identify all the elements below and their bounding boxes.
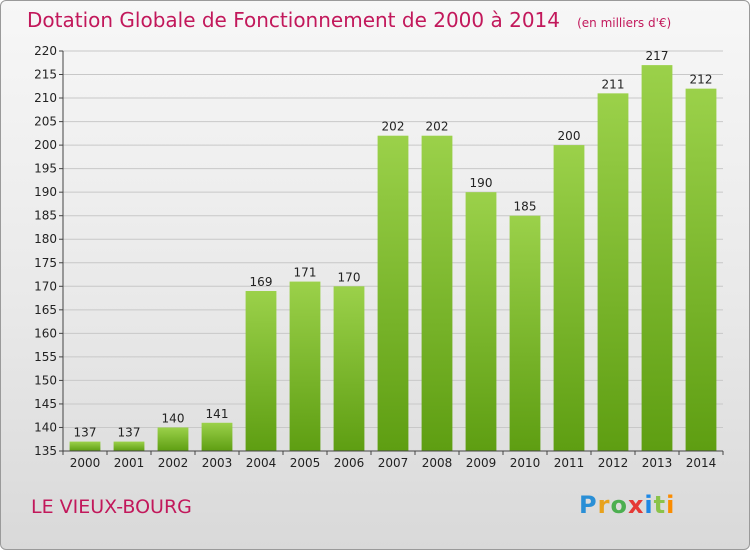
x-tick-label: 2011 [554,456,585,470]
y-tick-label: 135 [34,444,57,458]
y-tick-label: 220 [34,44,57,58]
bar [377,135,409,452]
y-tick-label: 165 [34,303,57,317]
y-tick-label: 145 [34,397,57,411]
x-tick-label: 2006 [334,456,365,470]
y-tick-label: 140 [34,420,57,434]
y-tick-label: 150 [34,373,57,387]
y-tick-label: 160 [34,326,57,340]
logo-letter: i [666,491,676,519]
x-tick-label: 2000 [70,456,101,470]
bar [509,215,541,451]
bar-value-label: 137 [118,426,141,440]
y-tick-label: 210 [34,91,57,105]
bar-value-label: 170 [338,270,361,284]
y-tick-label: 195 [34,162,57,176]
bar-value-label: 212 [690,73,713,87]
bar [421,135,453,452]
bar-value-label: 171 [294,266,317,280]
x-tick-label: 2008 [422,456,453,470]
bar-value-label: 169 [250,275,273,289]
x-tick-label: 2002 [158,456,189,470]
proxiti-logo[interactable]: Proxiti [579,491,675,519]
bar-value-label: 211 [602,77,625,91]
value-labels: 137 137 140 141 169 171 170 202 202 190 185 200 211 2… [74,49,713,439]
x-tick-label: 2005 [290,456,321,470]
y-tick-label: 180 [34,232,57,246]
logo-letter: i [644,491,654,519]
bar [333,286,365,451]
bar-value-label: 202 [426,120,449,134]
bar [201,422,233,451]
bar [685,88,717,451]
x-tick-label: 2004 [246,456,277,470]
y-axis: 135 140 145 150 155 160 165 170 175 180 185 190 195 2… [34,44,64,458]
bar-value-label: 137 [74,426,97,440]
commune-name: LE VIEUX-BOURG [31,496,192,518]
y-tick-label: 200 [34,138,57,152]
y-tick-label: 190 [34,185,57,199]
logo-letter: x [627,491,645,519]
x-tick-label: 2012 [598,456,629,470]
chart-unit: (en milliers d'€) [577,16,672,30]
y-tick-label: 185 [34,209,57,223]
y-tick-label: 155 [34,350,57,364]
x-tick-label: 2014 [686,456,717,470]
y-tick-label: 205 [34,115,57,129]
logo-letter: r [597,491,611,519]
bars [69,65,717,452]
bar [465,192,497,452]
logo-letter: P [579,491,598,519]
bar [113,441,145,451]
bar-value-label: 200 [558,129,581,143]
chart-title: Dotation Globale de Fonctionnement de 20… [27,8,560,32]
bar [69,441,101,451]
bar [597,93,629,452]
bar-value-label: 141 [206,407,229,421]
bar-value-label: 185 [514,200,537,214]
bar [289,281,321,451]
x-tick-label: 2009 [466,456,497,470]
x-tick-label: 2003 [202,456,233,470]
x-axis: 2000 2001 2002 2003 2004 2005 2006 2007 2008 2009… [62,450,724,470]
y-tick-label: 175 [34,256,57,270]
bar [245,291,277,451]
x-tick-label: 2001 [114,456,145,470]
bar [553,145,585,451]
x-tick-label: 2010 [510,456,541,470]
x-tick-label: 2013 [642,456,673,470]
x-tick-label: 2007 [378,456,409,470]
bar [641,65,673,451]
logo-letter: o [610,491,628,519]
chart-title-block: Dotation Globale de Fonctionnement de 20… [27,8,671,32]
bar-value-label: 140 [162,411,185,425]
bar-value-label: 190 [470,176,493,190]
y-tick-label: 170 [34,279,57,293]
logo-letter: t [653,491,667,519]
y-tick-label: 215 [34,68,57,82]
bar-value-label: 217 [646,49,669,63]
bar-value-label: 202 [382,120,405,134]
bar [157,427,189,451]
